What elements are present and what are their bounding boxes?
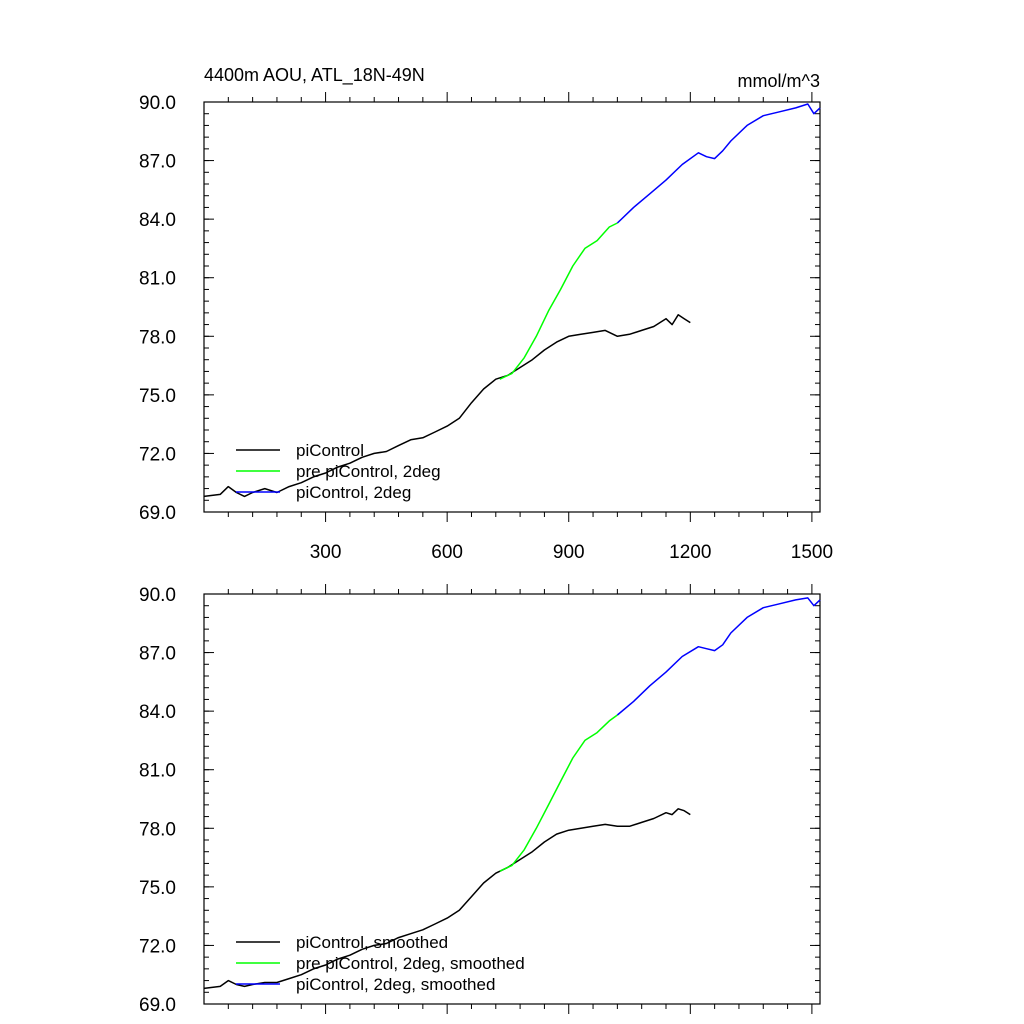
top-panel: 4400m AOU, ATL_18N-49N mmol/m^3 69.0 72.0… [139, 65, 833, 563]
x-tick-label: 900 [553, 542, 585, 563]
x-tick-label: 300 [310, 542, 342, 563]
y-tick-label: 78.0 [139, 819, 176, 840]
y-tick-label: 72.0 [139, 444, 176, 465]
x-tick-label: 600 [431, 542, 463, 563]
plot-frame [203, 593, 821, 1005]
y-tick-label: 78.0 [139, 327, 176, 348]
series-line-3 [616, 597, 821, 716]
bottom-panel: 69.0 72.0 75.0 78.0 81.0 84.0 87.0 90.0 piContr… [139, 584, 821, 1016]
y-tick-label: 81.0 [139, 269, 176, 290]
y-tick-label: 72.0 [139, 936, 176, 957]
x-tick-label: 1200 [669, 542, 711, 563]
axes-frame: 69.0 72.0 75.0 78.0 81.0 84.0 87.0 90.0 [139, 584, 821, 1016]
legend: piControl pre piControl, 2deg piControl, 2… [236, 441, 441, 502]
y-tick-label: 69.0 [139, 503, 176, 524]
chart-title: 4400m AOU, ATL_18N-49N [204, 65, 425, 86]
series-line-2 [499, 222, 618, 380]
series-line-1 [203, 808, 691, 990]
legend-label-2: pre piControl, 2deg [296, 462, 441, 481]
legend-label-3: piControl, 2deg, smoothed [296, 975, 495, 994]
legend-label-1: piControl, smoothed [296, 933, 448, 952]
y-tick-label: 84.0 [139, 210, 176, 231]
legend-label-2: pre piControl, 2deg, smoothed [296, 954, 525, 973]
y-tick-label: 90.0 [139, 585, 176, 606]
y-tick-label: 81.0 [139, 761, 176, 782]
y-tick-label: 69.0 [139, 995, 176, 1016]
axes-frame: 69.0 72.0 75.0 78.0 81.0 84.0 87.0 90.0 300 600 90… [139, 92, 833, 563]
plot-frame [203, 101, 821, 513]
x-tick-label: 1500 [791, 542, 833, 563]
y-tick-label: 87.0 [139, 644, 176, 665]
legend: piControl, smoothed pre piControl, 2deg, … [236, 933, 525, 994]
series-line-2 [499, 714, 618, 872]
y-tick-label: 75.0 [139, 386, 176, 407]
legend-label-1: piControl [296, 441, 364, 460]
y-tick-label: 75.0 [139, 878, 176, 899]
y-tick-label: 90.0 [139, 93, 176, 114]
y-tick-label: 84.0 [139, 702, 176, 723]
y-tick-label: 87.0 [139, 152, 176, 173]
plot-lines [203, 597, 821, 990]
legend-label-3: piControl, 2deg [296, 483, 411, 502]
series-line-3 [616, 103, 821, 224]
units-label: mmol/m^3 [738, 71, 820, 91]
